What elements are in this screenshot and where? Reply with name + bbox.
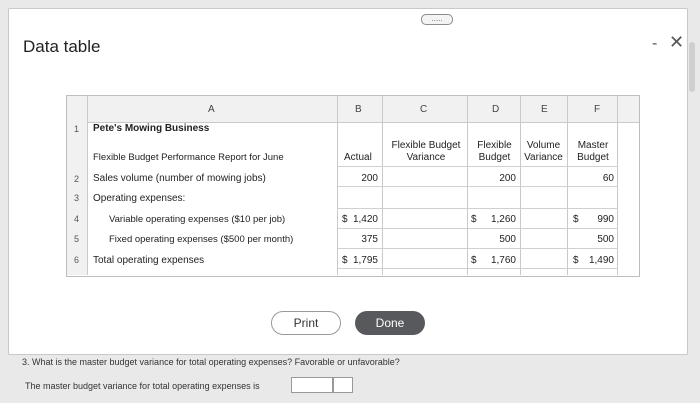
grid-line	[87, 96, 88, 275]
scrollbar[interactable]	[689, 42, 695, 92]
data-table: A B C D E F 1 2 3 4 5 6 Pete's Mowing Bu…	[66, 95, 640, 277]
column-header-b: B	[355, 104, 362, 115]
variable-flexible-currency: $	[471, 214, 477, 225]
sales-volume-master: 60	[602, 173, 614, 184]
total-actual-currency: $	[342, 255, 348, 266]
grid-line	[617, 96, 618, 275]
fixed-flexible: 500	[499, 234, 516, 245]
row-number: 5	[74, 234, 80, 244]
row-number: 2	[74, 174, 80, 184]
total-flexible: 1,760	[490, 255, 516, 266]
answer-direction-field[interactable]	[333, 377, 353, 393]
header-flexible-budget-line2: Budget	[478, 152, 511, 163]
answer-amount-field[interactable]	[291, 377, 333, 393]
grid-line	[520, 96, 521, 275]
grid-line	[337, 248, 618, 249]
data-table-dialog: ..... Data table - ✕ A B C D E F 1 2 3 4…	[8, 8, 688, 355]
variable-actual-currency: $	[342, 214, 348, 225]
variable-actual: 1,420	[352, 214, 378, 225]
grid-line	[337, 166, 618, 167]
print-button[interactable]: Print	[271, 311, 341, 335]
header-master-budget-line2: Budget	[577, 152, 609, 163]
grid-line	[337, 268, 618, 269]
column-header-d: D	[492, 104, 500, 115]
dialog-title: Data table	[23, 37, 101, 56]
row-number: 6	[74, 255, 80, 265]
drag-handle[interactable]: .....	[421, 14, 453, 25]
fixed-master: 500	[597, 234, 614, 245]
column-header-c: C	[420, 104, 428, 115]
total-flexible-currency: $	[471, 255, 477, 266]
header-volume-variance-line1: Volume	[526, 140, 561, 151]
sales-volume-actual: 200	[361, 173, 378, 184]
header-volume-variance-line2: Variance	[524, 152, 563, 163]
operating-expenses-label: Operating expenses:	[93, 193, 186, 204]
row-number-band	[67, 122, 87, 275]
grid-line	[337, 186, 618, 187]
grid-line	[337, 208, 618, 209]
total-master-currency: $	[573, 255, 579, 266]
minimize-icon[interactable]: -	[652, 35, 658, 52]
fixed-actual: 375	[361, 234, 378, 245]
grid-line	[382, 96, 383, 275]
row-number: 4	[74, 214, 80, 224]
grid-line	[567, 96, 568, 275]
header-actual: Actual	[344, 152, 372, 163]
total-actual: 1,795	[352, 255, 378, 266]
header-flexible-budget-variance-line2: Variance	[406, 152, 446, 163]
close-icon[interactable]: ✕	[669, 32, 685, 52]
fixed-expenses-label: Fixed operating expenses ($500 per month…	[109, 234, 294, 245]
done-button[interactable]: Done	[355, 311, 425, 335]
column-header-f: F	[594, 104, 601, 115]
sales-volume-label: Sales volume (number of mowing jobs)	[93, 173, 266, 184]
row-number: 3	[74, 193, 80, 203]
variable-flexible: 1,260	[490, 214, 516, 225]
header-flexible-budget-variance-line1: Flexible Budget	[391, 140, 461, 151]
variable-master-currency: $	[573, 214, 579, 225]
grid-line	[337, 228, 618, 229]
header-master-budget-line1: Master	[577, 140, 609, 151]
grid-line	[337, 96, 338, 275]
total-expenses-label: Total operating expenses	[93, 255, 205, 266]
column-header-a: A	[208, 104, 215, 115]
variable-expenses-label: Variable operating expenses ($10 per job…	[109, 214, 286, 225]
column-header-band	[67, 96, 639, 123]
company-name: Pete's Mowing Business	[93, 123, 210, 134]
variable-master: 990	[597, 214, 614, 225]
report-title: Flexible Budget Performance Report for J…	[93, 152, 284, 163]
header-flexible-budget-line1: Flexible	[477, 140, 512, 151]
grid-line	[467, 96, 468, 275]
column-header-e: E	[541, 104, 548, 115]
answer-prefix: The master budget variance for total ope…	[25, 381, 260, 391]
question-text: 3. What is the master budget variance fo…	[22, 357, 400, 367]
total-master: 1,490	[588, 255, 614, 266]
row-number: 1	[74, 124, 80, 134]
sales-volume-flexible: 200	[499, 173, 516, 184]
